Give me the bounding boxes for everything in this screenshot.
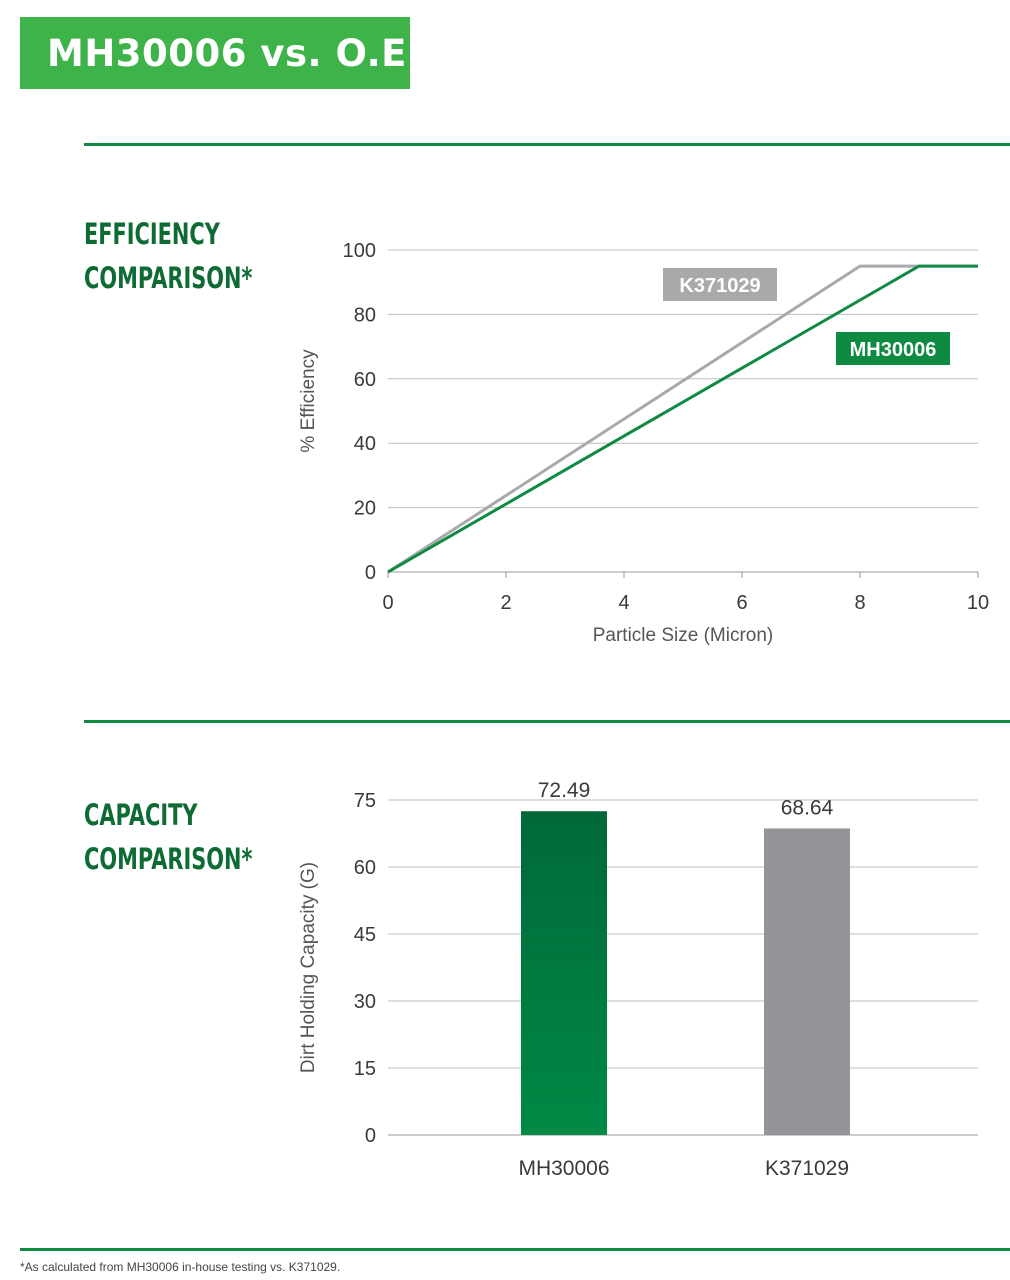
bar-category-label: MH30006 [518, 1157, 609, 1180]
bar-value-label: 68.64 [781, 796, 834, 819]
y-tick-label: 60 [354, 369, 376, 391]
series-tag-label: MH30006 [850, 339, 937, 361]
series-line-mh30006 [387, 264, 978, 574]
divider-top [84, 143, 1010, 146]
capacity-section-title: CAPACITY COMPARISON* [84, 793, 252, 881]
bar-value-label: 72.49 [538, 779, 591, 802]
y-tick-label: 60 [354, 857, 376, 879]
y-tick-label: 75 [354, 790, 376, 812]
capacity-title-line2: COMPARISON* [84, 842, 253, 876]
series-tag-k371029 [663, 268, 777, 301]
y-tick-label: 15 [354, 1058, 376, 1080]
capacity-bar-chart: 0 15 30 45 60 75 Dirt Holding Capacity (G) 72.4… [298, 779, 978, 1180]
efficiency-section-title: EFFICIENCY COMPARISON* [84, 212, 252, 300]
efficiency-title-line2: COMPARISON* [84, 261, 253, 295]
y-tick-label: 100 [343, 240, 376, 262]
x-tick-label: 4 [618, 592, 629, 614]
x-tick-label: 6 [736, 592, 747, 614]
y-tick-label: 30 [354, 991, 376, 1013]
y-tick-label: 20 [354, 498, 376, 520]
y-axis-title: Dirt Holding Capacity (G) [298, 862, 319, 1073]
y-tick-label: 80 [354, 304, 376, 326]
x-axis-title: Particle Size (Micron) [593, 625, 774, 646]
divider-middle [84, 720, 1010, 723]
x-tick-label: 2 [500, 592, 511, 614]
capacity-title-line1: CAPACITY [84, 798, 198, 832]
page-title-banner: MH30006 vs. O.E. [20, 17, 421, 89]
series-tag-mh30006 [836, 332, 950, 365]
efficiency-title-line1: EFFICIENCY [84, 217, 220, 251]
divider-bottom [20, 1248, 1010, 1251]
bar-mh30006 [521, 811, 607, 1135]
page-title: MH30006 vs. O.E. [47, 31, 422, 75]
footnote: *As calculated from MH30006 in-house tes… [20, 1260, 341, 1274]
y-tick-label: 40 [354, 433, 376, 455]
y-axis-title: % Efficiency [298, 349, 319, 453]
bar-category-label: K371029 [765, 1157, 849, 1180]
bar-k371029 [764, 828, 850, 1135]
y-tick-label: 0 [365, 562, 376, 584]
efficiency-line-chart: 0 20 40 60 80 100 0 2 4 6 8 10 Particle Size (Micron… [298, 240, 989, 646]
y-tick-label: 45 [354, 924, 376, 946]
x-tick-label: 8 [854, 592, 865, 614]
x-tick-label: 10 [967, 592, 989, 614]
series-tag-label: K371029 [679, 275, 760, 297]
y-tick-label: 0 [365, 1125, 376, 1147]
x-tick-label: 0 [382, 592, 393, 614]
